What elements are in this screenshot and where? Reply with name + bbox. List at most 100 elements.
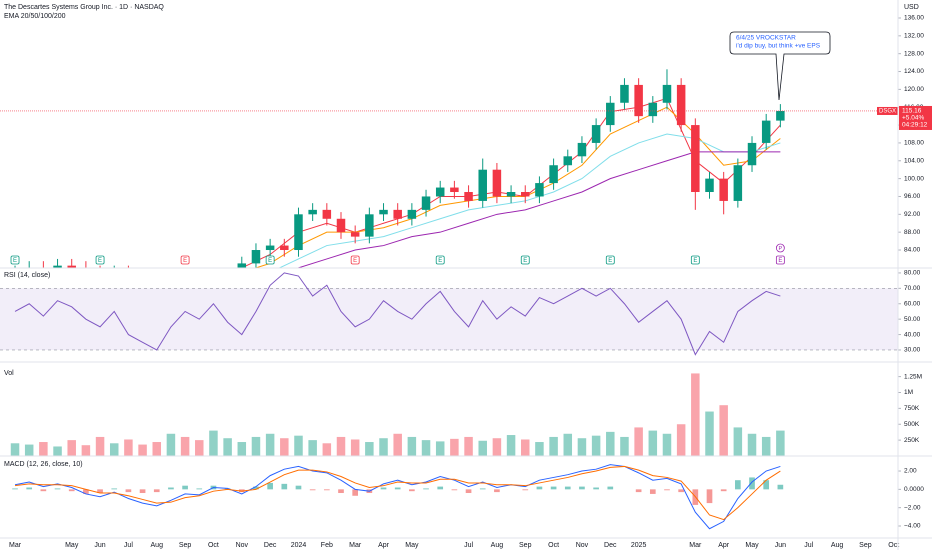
candle-body [350,232,360,237]
earnings-marker [605,255,615,265]
macd-histogram [678,489,684,493]
x-tick-label: Mar [349,542,362,549]
macd-histogram [380,487,387,490]
y-tick-label: 30.00 [904,347,921,354]
macd-histogram [111,488,118,490]
candle-body [167,281,176,283]
candle-body [691,125,700,193]
volume-bar [138,444,147,456]
y-tick-label: 132.00 [904,33,924,40]
macd-histogram [763,480,770,490]
volume-bar [577,438,587,456]
signal-line [14,465,781,521]
macd-histogram [153,489,160,493]
macd-histogram [196,488,203,490]
volume-bar [421,440,431,456]
macd-histogram [338,489,344,494]
macd-label: MACD (12, 26, close, 10) [4,461,83,468]
volume-bar [662,433,672,456]
x-tick-label: Sep [519,542,532,549]
candle-body [733,165,743,201]
volume-bar [549,436,558,456]
x-tick-label: Aug [491,542,504,549]
macd-histogram [309,489,316,491]
macd-histogram [536,486,543,490]
rsi-line [14,272,781,356]
x-tick-label: Jun [775,542,786,549]
volume-bar [450,438,459,456]
macd-histogram [607,486,614,490]
earnings-marker-label: E [98,258,102,264]
y-tick-label: 500K [904,421,920,428]
candle-body [450,187,459,193]
macd-histogram [649,489,656,494]
macd-histogram [68,489,75,492]
earnings-marker-label: E [438,258,442,264]
volume-bar [776,430,785,456]
x-tick-label: Nov [576,542,589,549]
volume-bar [53,446,62,456]
x-tick-label: May [65,542,79,549]
volume-bar [265,433,275,456]
candle-body [776,110,785,121]
earnings-marker [265,255,275,265]
macd-histogram [352,489,359,496]
volume-bar [379,438,388,456]
candle-body [506,192,516,197]
candle-body [294,214,303,251]
earnings-marker [95,255,105,265]
volume-bar [251,436,261,456]
macd-histogram [479,488,486,490]
candle-body [563,156,573,166]
volume-bar [294,435,303,456]
earnings-marker-label: E [183,258,187,264]
macd-histogram [564,486,571,490]
earnings-marker [520,255,530,265]
volume-bar [24,444,34,456]
annotation-heading: 6/4/25 VROCKSTAR [736,35,796,42]
candle-body [620,84,629,103]
volume-bar [520,439,530,456]
volume-bar [39,442,48,456]
currency: USD [904,4,919,11]
macd-histogram [735,480,741,490]
candle-body [81,267,91,268]
macd-histogram [593,487,599,490]
earnings-marker-label: E [268,258,272,264]
y-tick-label: −2.00 [904,504,921,511]
candle-body [421,196,431,210]
macd-histogram [437,486,444,490]
annotation-bubble [729,31,831,101]
ema-line [278,133,781,268]
price-pane: E E E E E E E E E EP [0,69,898,283]
macd-histogram [720,489,727,492]
macd-histogram [465,489,472,494]
y-tick-label: −4.00 [904,523,921,530]
macd-histogram [394,487,401,490]
volume-bar [719,405,728,456]
volume-bar [634,427,643,456]
volume-bar [535,442,544,456]
volume-bar [336,436,346,456]
volume-bar [464,436,473,456]
candle-body [606,102,615,126]
candle-body [577,142,587,157]
candle-body [478,169,487,201]
macd-histogram [26,487,33,490]
candle-body [124,272,133,276]
y-tick-label: 108.00 [904,140,924,147]
candle-body [719,178,728,201]
macd-histogram [451,489,458,491]
volume-bar [209,430,218,456]
candle-body [407,209,417,219]
candle-body [96,272,105,274]
x-tick-label: 2024 [291,542,307,549]
macd-line [14,464,781,530]
volume-bar [407,436,417,456]
candle-body [535,183,544,197]
candle-body [53,265,62,268]
earnings-marker-label: E [13,258,17,264]
volume-bar [81,445,91,456]
candle-body [251,250,261,264]
indicator-label: EMA 20/50/100/200 [4,13,66,20]
